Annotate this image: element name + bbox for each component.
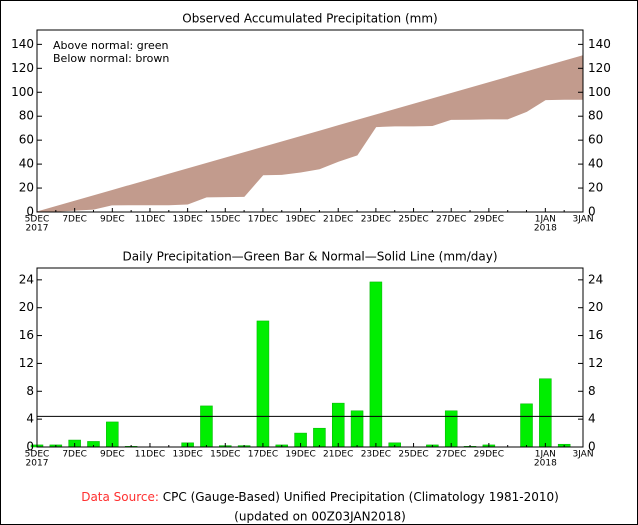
x-tick-label: 5DEC: [25, 215, 50, 225]
accum-line: [36, 98, 583, 213]
chart-title: Daily Precipitation—Green Bar & Normal—S…: [123, 250, 498, 264]
y-tick-label: 16: [588, 328, 603, 342]
x-tick-label: 17DEC: [248, 450, 278, 460]
x-tick-label: 1JAN: [535, 215, 556, 225]
bar: [520, 403, 533, 448]
x-tick-label: 23DEC: [361, 450, 391, 460]
y-tick-label: 0: [26, 205, 34, 219]
x-tick-label: 11DEC: [135, 450, 165, 460]
x-tick-label: 15DEC: [210, 450, 240, 460]
x-tick-label: 15DEC: [210, 215, 240, 225]
x-tick-label: 13DEC: [172, 215, 202, 225]
x-tick-label: 7DEC: [62, 450, 87, 460]
bar: [256, 320, 270, 448]
y-tick-label: 0: [588, 440, 596, 454]
y-tick-label: 20: [19, 181, 34, 195]
source-text: CPC (Gauge-Based) Unified Precipitation …: [163, 490, 559, 504]
y-tick-label: 16: [19, 328, 34, 342]
footer-source: Data Source: CPC (Gauge-Based) Unified P…: [81, 490, 559, 504]
plot-frame: [36, 267, 584, 448]
x-tick-label: 13DEC: [172, 450, 202, 460]
x-tick-label: 17DEC: [248, 215, 278, 225]
y-tick-label: 120: [11, 61, 34, 75]
x-tick-label: 11DEC: [135, 215, 165, 225]
y-tick-label: 100: [588, 85, 611, 99]
x-tick-label: 19DEC: [285, 450, 315, 460]
x-year-label: 2018: [534, 459, 557, 469]
accum-line: [36, 55, 584, 213]
x-tick-label: 1JAN: [535, 450, 556, 460]
chart-title: Observed Accumulated Precipitation (mm): [182, 12, 437, 26]
y-tick-label: 140: [588, 37, 611, 51]
y-tick-label: 24: [588, 272, 603, 286]
x-tick-label: 27DEC: [436, 215, 466, 225]
y-tick-label: 0: [26, 440, 34, 454]
y-tick-label: 8: [26, 384, 34, 398]
plot-frame: [36, 29, 584, 213]
x-tick-label: 29DEC: [474, 450, 504, 460]
y-tick-label: 80: [19, 109, 34, 123]
y-tick-label: 0: [588, 205, 596, 219]
y-tick-label: 40: [19, 157, 34, 171]
x-tick-label: 21DEC: [323, 215, 353, 225]
y-tick-label: 140: [11, 37, 34, 51]
x-tick-label: 25DEC: [398, 215, 428, 225]
x-tick-label: 25DEC: [398, 450, 428, 460]
y-tick-label: 100: [11, 85, 34, 99]
y-tick-label: 60: [588, 133, 603, 147]
bar: [539, 378, 552, 448]
bar: [313, 427, 326, 448]
x-tick-label: 21DEC: [323, 450, 353, 460]
bar: [331, 402, 345, 448]
footer-updated: (updated on 00Z03JAN2018): [234, 510, 406, 524]
y-tick-label: 8: [588, 384, 596, 398]
y-tick-label: 20: [588, 181, 603, 195]
x-tick-label: 19DEC: [285, 215, 315, 225]
y-tick-label: 4: [26, 412, 34, 426]
y-tick-label: 60: [19, 133, 34, 147]
x-tick-label: 29DEC: [474, 215, 504, 225]
y-tick-label: 12: [19, 356, 34, 370]
x-year-label: 2018: [534, 224, 557, 234]
y-tick-label: 80: [588, 109, 603, 123]
x-tick-label: 7DEC: [62, 215, 87, 225]
bar: [200, 405, 213, 448]
y-tick-label: 20: [588, 300, 603, 314]
y-tick-label: 4: [588, 412, 596, 426]
legend-note: Below normal: brown: [53, 52, 169, 65]
y-tick-label: 20: [19, 300, 34, 314]
y-tick-label: 24: [19, 272, 34, 286]
x-tick-label: 5DEC: [25, 450, 50, 460]
x-tick-label: 23DEC: [361, 215, 391, 225]
legend-note: Above normal: green: [53, 39, 169, 52]
y-tick-label: 120: [588, 61, 611, 75]
x-tick-label: 3JAN: [572, 215, 593, 225]
y-tick-label: 40: [588, 157, 603, 171]
x-tick-label: 9DEC: [100, 450, 125, 460]
x-tick-label: 27DEC: [436, 450, 466, 460]
x-tick-label: 9DEC: [100, 215, 125, 225]
bar: [369, 281, 383, 448]
y-tick-label: 12: [588, 356, 603, 370]
x-year-label: 2017: [26, 459, 49, 469]
source-label: Data Source:: [81, 490, 159, 504]
x-year-label: 2017: [26, 224, 49, 234]
x-tick-label: 3JAN: [572, 450, 593, 460]
